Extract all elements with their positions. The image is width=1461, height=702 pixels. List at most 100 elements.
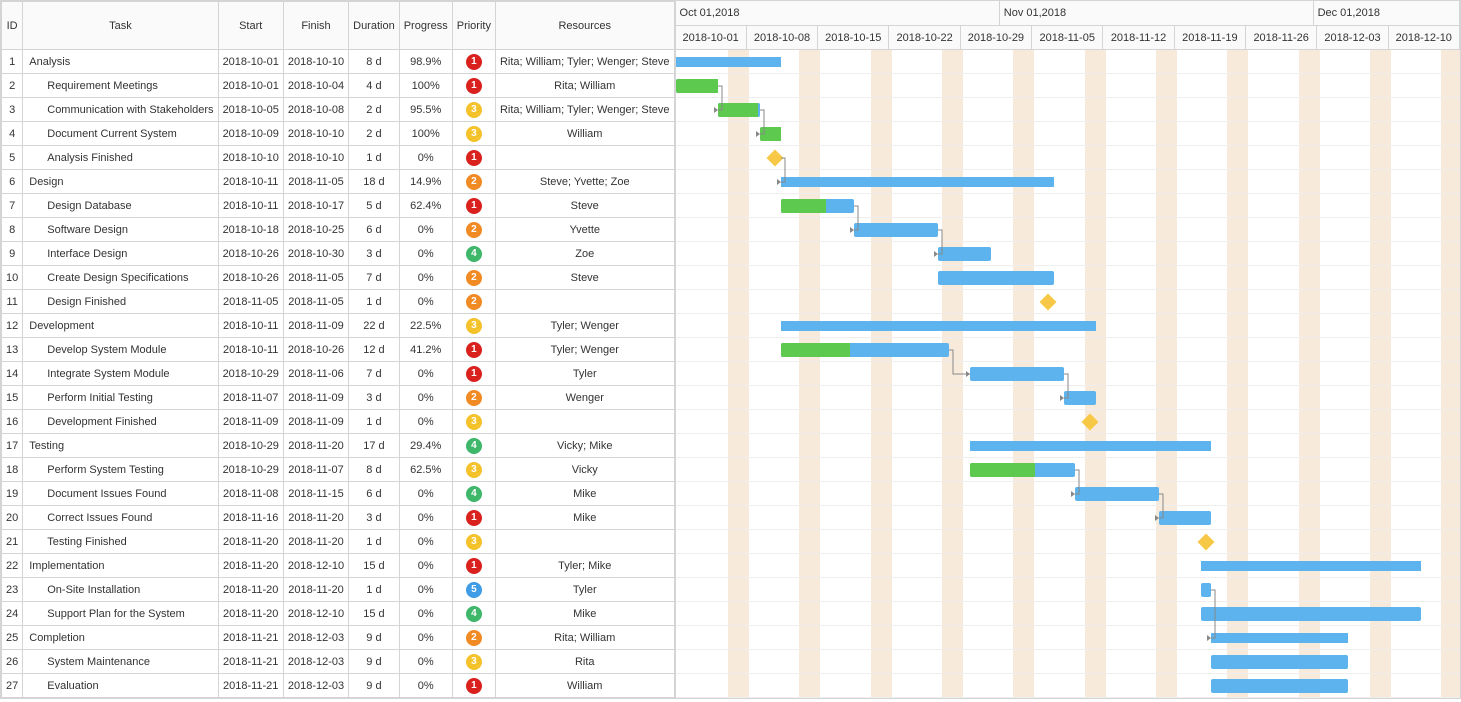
milestone-icon[interactable] (1082, 414, 1099, 431)
chart-row[interactable] (676, 338, 1460, 362)
summary-bar[interactable] (781, 177, 1054, 187)
table-row[interactable]: 27Evaluation2018-11-212018-12-039 d0%1Wi… (2, 674, 675, 698)
cell-task[interactable]: Perform System Testing (23, 458, 218, 482)
chart-row[interactable] (676, 482, 1460, 506)
table-row[interactable]: 20Correct Issues Found2018-11-162018-11-… (2, 506, 675, 530)
cell-task[interactable]: Design Finished (23, 290, 218, 314)
cell-task[interactable]: Document Current System (23, 122, 218, 146)
chart-row[interactable] (676, 458, 1460, 482)
chart-row[interactable] (676, 362, 1460, 386)
table-row[interactable]: 2Requirement Meetings2018-10-012018-10-0… (2, 74, 675, 98)
table-row[interactable]: 21Testing Finished2018-11-202018-11-201 … (2, 530, 675, 554)
chart-row[interactable] (676, 194, 1460, 218)
table-row[interactable]: 25Completion2018-11-212018-12-039 d0%2Ri… (2, 626, 675, 650)
task-bar[interactable] (854, 223, 938, 237)
task-bar[interactable] (1201, 583, 1212, 597)
table-row[interactable]: 24Support Plan for the System2018-11-202… (2, 602, 675, 626)
chart-row[interactable] (676, 578, 1460, 602)
col-header-priority[interactable]: Priority (452, 2, 495, 50)
table-row[interactable]: 1Analysis2018-10-012018-10-108 d98.9%1Ri… (2, 50, 675, 74)
task-bar[interactable] (1075, 487, 1159, 501)
chart-body[interactable] (676, 50, 1460, 698)
cell-task[interactable]: Testing Finished (23, 530, 218, 554)
table-row[interactable]: 26System Maintenance2018-11-212018-12-03… (2, 650, 675, 674)
cell-task[interactable]: Evaluation (23, 674, 218, 698)
chart-row[interactable] (676, 170, 1460, 194)
cell-task[interactable]: Interface Design (23, 242, 218, 266)
cell-task[interactable]: Analysis (23, 50, 218, 74)
cell-task[interactable]: Support Plan for the System (23, 602, 218, 626)
task-bar[interactable] (970, 367, 1065, 381)
table-row[interactable]: 8Software Design2018-10-182018-10-256 d0… (2, 218, 675, 242)
cell-task[interactable]: Completion (23, 626, 218, 650)
chart-row[interactable] (676, 314, 1460, 338)
chart-row[interactable] (676, 74, 1460, 98)
table-row[interactable]: 5Analysis Finished2018-10-102018-10-101 … (2, 146, 675, 170)
milestone-icon[interactable] (767, 150, 784, 167)
task-bar[interactable] (938, 271, 1054, 285)
table-row[interactable]: 3Communication with Stakeholders2018-10-… (2, 98, 675, 122)
cell-task[interactable]: Communication with Stakeholders (23, 98, 218, 122)
chart-row[interactable] (676, 242, 1460, 266)
cell-task[interactable]: Document Issues Found (23, 482, 218, 506)
table-row[interactable]: 15Perform Initial Testing2018-11-072018-… (2, 386, 675, 410)
chart-row[interactable] (676, 626, 1460, 650)
col-header-finish[interactable]: Finish (283, 2, 348, 50)
cell-task[interactable]: Perform Initial Testing (23, 386, 218, 410)
cell-task[interactable]: Design Database (23, 194, 218, 218)
table-row[interactable]: 7Design Database2018-10-112018-10-175 d6… (2, 194, 675, 218)
table-row[interactable]: 6Design2018-10-112018-11-0518 d14.9%2Ste… (2, 170, 675, 194)
col-header-resources[interactable]: Resources (495, 2, 674, 50)
summary-bar[interactable] (781, 321, 1096, 331)
table-row[interactable]: 12Development2018-10-112018-11-0922 d22.… (2, 314, 675, 338)
cell-task[interactable]: Develop System Module (23, 338, 218, 362)
cell-task[interactable]: Correct Issues Found (23, 506, 218, 530)
task-bar[interactable] (1211, 655, 1348, 669)
table-row[interactable]: 14Integrate System Module2018-10-292018-… (2, 362, 675, 386)
task-bar[interactable] (676, 79, 718, 93)
table-row[interactable]: 18Perform System Testing2018-10-292018-1… (2, 458, 675, 482)
chart-row[interactable] (676, 674, 1460, 698)
cell-task[interactable]: Requirement Meetings (23, 74, 218, 98)
chart-row[interactable] (676, 50, 1460, 74)
chart-row[interactable] (676, 266, 1460, 290)
col-header-id[interactable]: ID (2, 2, 23, 50)
summary-bar[interactable] (1211, 633, 1348, 643)
chart-row[interactable] (676, 434, 1460, 458)
col-header-progress[interactable]: Progress (399, 2, 452, 50)
table-row[interactable]: 17Testing2018-10-292018-11-2017 d29.4%4V… (2, 434, 675, 458)
chart-panel[interactable]: Oct 01,2018Nov 01,2018Dec 01,2018 2018-1… (676, 1, 1460, 698)
cell-task[interactable]: Design (23, 170, 218, 194)
cell-task[interactable]: Development (23, 314, 218, 338)
chart-row[interactable] (676, 218, 1460, 242)
chart-row[interactable] (676, 290, 1460, 314)
summary-bar[interactable] (676, 57, 781, 67)
cell-task[interactable]: Implementation (23, 554, 218, 578)
task-bar[interactable] (1201, 607, 1422, 621)
cell-task[interactable]: Analysis Finished (23, 146, 218, 170)
table-row[interactable]: 9Interface Design2018-10-262018-10-303 d… (2, 242, 675, 266)
col-header-task[interactable]: Task (23, 2, 218, 50)
chart-row[interactable] (676, 122, 1460, 146)
summary-bar[interactable] (970, 441, 1212, 451)
table-row[interactable]: 11Design Finished2018-11-052018-11-051 d… (2, 290, 675, 314)
task-bar[interactable] (781, 199, 855, 213)
milestone-icon[interactable] (1040, 294, 1057, 311)
task-bar[interactable] (1064, 391, 1096, 405)
chart-row[interactable] (676, 650, 1460, 674)
cell-task[interactable]: Testing (23, 434, 218, 458)
summary-bar[interactable] (1201, 561, 1422, 571)
cell-task[interactable]: Create Design Specifications (23, 266, 218, 290)
chart-row[interactable] (676, 410, 1460, 434)
chart-row[interactable] (676, 98, 1460, 122)
table-row[interactable]: 22Implementation2018-11-202018-12-1015 d… (2, 554, 675, 578)
table-row[interactable]: 16Development Finished2018-11-092018-11-… (2, 410, 675, 434)
table-row[interactable]: 10Create Design Specifications2018-10-26… (2, 266, 675, 290)
chart-row[interactable] (676, 530, 1460, 554)
table-row[interactable]: 4Document Current System2018-10-092018-1… (2, 122, 675, 146)
task-bar[interactable] (718, 103, 760, 117)
chart-row[interactable] (676, 506, 1460, 530)
cell-task[interactable]: On-Site Installation (23, 578, 218, 602)
chart-row[interactable] (676, 386, 1460, 410)
col-header-start[interactable]: Start (218, 2, 283, 50)
